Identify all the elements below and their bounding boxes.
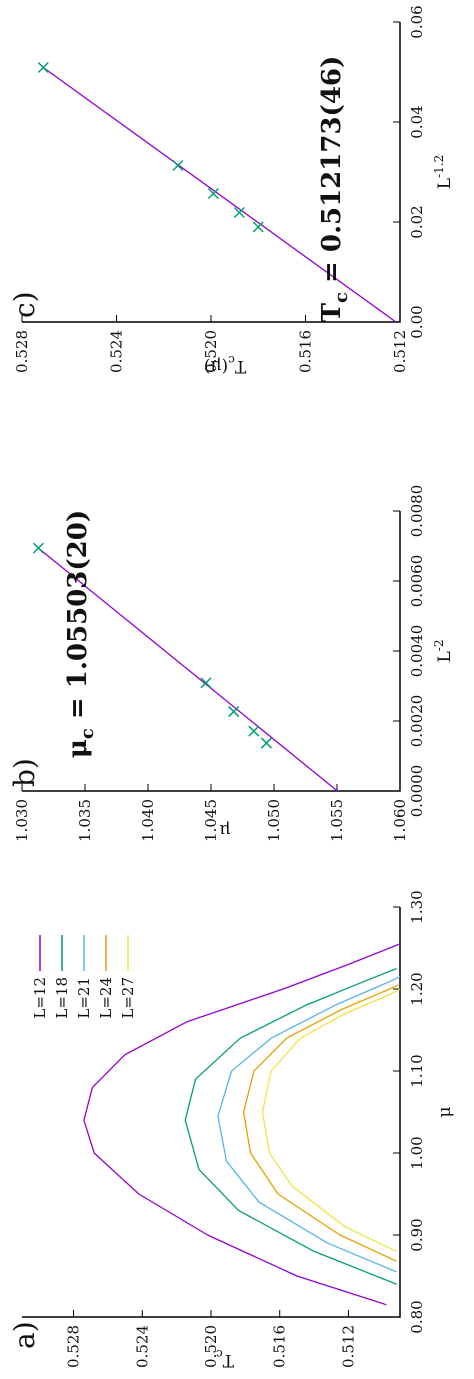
fit-result-b-part: = 1.05503(20) (63, 510, 93, 728)
data-point-b (248, 725, 260, 737)
x-axis-label-c: L-1.2 (432, 155, 455, 189)
y-tick-label: 0.512 (339, 1325, 357, 1368)
fit-result-c-part: c (331, 292, 352, 303)
y-axis-label-a: Tc (216, 1347, 234, 1370)
y-tick-label: 1.060 (391, 799, 409, 842)
fit-line-c (42, 66, 397, 323)
y-tick-label: 0.520 (202, 330, 220, 373)
x-axis-label-c-part: L (435, 178, 455, 189)
x-tick-label: 0.0040 (408, 625, 426, 678)
data-point-b (32, 542, 44, 554)
y-axis-label-c-part: T (234, 356, 246, 376)
data-point-c (207, 187, 219, 200)
x-axis-label-b: L-2 (432, 640, 455, 663)
y-axis-label-a-part: c (216, 1347, 223, 1361)
y-tick-label: 1.035 (76, 799, 94, 842)
x-tick-label: 0.06 (408, 5, 426, 38)
x-tick-label: 0.0020 (408, 695, 426, 748)
fit-result-b-part: c (77, 728, 98, 739)
y-axis-label-c-part: (μ) (204, 356, 228, 376)
y-axis-label-a-part: T (222, 1350, 234, 1370)
legend-label: L=24 (97, 977, 115, 1019)
y-tick-label: 0.528 (65, 1325, 83, 1368)
panel-label-c: c) (8, 291, 41, 318)
x-tick-label: 0.0080 (408, 485, 426, 538)
x-tick-label: 0.04 (408, 105, 426, 138)
y-tick-label: 0.524 (133, 1325, 151, 1368)
x-tick-label: 1.00 (408, 1136, 426, 1169)
series-line-L=24 (242, 984, 399, 1262)
series-line-L=12 (83, 943, 401, 1306)
panel-label-a: a) (8, 1321, 41, 1349)
y-tick-label: 1.040 (139, 799, 157, 842)
fit-result-c-part: T (317, 302, 347, 322)
fit-line-b (37, 547, 338, 792)
x-tick-label: 0.80 (408, 1300, 426, 1333)
legend-label: L=21 (75, 977, 93, 1019)
y-tick-label: 1.055 (328, 799, 346, 842)
y-tick-label: 0.516 (297, 330, 315, 373)
y-tick-label: 0.516 (271, 1325, 289, 1368)
data-point-b (200, 677, 212, 689)
x-tick-label: 1.20 (408, 972, 426, 1005)
y-tick-label: 1.050 (265, 799, 283, 842)
y-tick-label: 0.524 (108, 330, 126, 373)
y-axis-label-b-part: μ (219, 820, 230, 840)
x-axis-label-b-part: -2 (432, 640, 446, 652)
data-point-c (172, 159, 184, 172)
legend-label: L=12 (31, 977, 49, 1019)
data-point-b (260, 737, 272, 749)
y-axis-label-b: μ (219, 820, 230, 840)
y-tick-label: 0.528 (13, 330, 31, 373)
panel-label-b: b) (8, 758, 41, 787)
data-point-c (233, 206, 245, 219)
x-tick-label: 0.0060 (408, 555, 426, 608)
x-tick-label: 1.30 (408, 890, 426, 923)
y-tick-label: 1.045 (202, 799, 220, 842)
x-tick-label: 0.0000 (408, 765, 426, 818)
y-tick-label: 1.030 (13, 799, 31, 842)
x-tick-label: 0.90 (408, 1218, 426, 1251)
fit-result-c-part: = 0.512173(46) (317, 56, 347, 292)
x-tick-label: 0.02 (408, 205, 426, 238)
legend-label: L=27 (119, 977, 137, 1019)
y-axis-label-c-part: c (228, 353, 235, 367)
data-point-c (252, 221, 264, 233)
data-point-c (37, 61, 49, 74)
fit-result-b-part: μ (63, 739, 93, 758)
x-tick-label: 0.00 (408, 305, 426, 338)
legend-label: L=18 (53, 977, 71, 1019)
series-line-L=27 (261, 988, 401, 1252)
x-axis-label-a-part: μ (435, 1106, 455, 1117)
x-axis-label-c-part: -1.2 (432, 155, 446, 178)
x-tick-label: 1.10 (408, 1054, 426, 1087)
y-tick-label: 0.520 (202, 1325, 220, 1368)
data-point-b (228, 706, 240, 718)
x-axis-label-b-part: L (435, 651, 455, 662)
fit-result-b: μc = 1.05503(20) (63, 510, 98, 758)
axes-frame-a) (22, 907, 401, 1318)
x-axis-label-a: μ (435, 1106, 455, 1117)
y-tick-label: 0.512 (391, 330, 409, 373)
fit-result-c: Tc = 0.512173(46) (317, 56, 352, 323)
series-line-L=21 (217, 976, 401, 1273)
y-axis-label-c: Tc(μ) (204, 353, 246, 376)
series-line-L=18 (184, 967, 397, 1285)
